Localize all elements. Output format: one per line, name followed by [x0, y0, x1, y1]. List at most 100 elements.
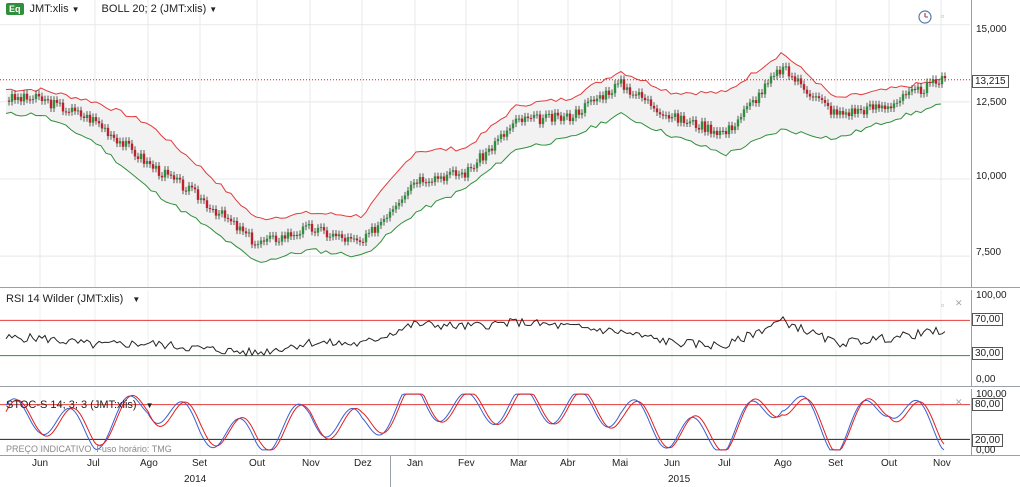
candle-body — [466, 167, 470, 178]
symbol-selector[interactable]: JMT:xlis ▼ — [30, 3, 80, 15]
stoch-low-label: 20,00 — [972, 434, 1004, 447]
candle-body — [634, 94, 638, 96]
candle-body — [415, 182, 419, 184]
month-label: Out — [881, 458, 898, 469]
candle-body — [73, 107, 77, 112]
candle-body — [697, 127, 701, 130]
candle-body — [613, 83, 617, 94]
candle-body — [205, 200, 209, 209]
candle-body — [214, 209, 218, 216]
candle-body — [379, 221, 383, 226]
candle-body — [286, 232, 290, 239]
candle-body — [892, 103, 896, 109]
maximize-icon[interactable]: ▫ — [941, 11, 945, 21]
candle-body — [109, 134, 113, 137]
maximize-icon[interactable]: ▫ — [941, 300, 945, 310]
close-icon[interactable]: ✕ — [955, 397, 963, 407]
candle-body — [829, 105, 833, 115]
candle-body — [709, 124, 713, 134]
candle-body — [799, 78, 803, 85]
candle-body — [145, 161, 149, 164]
candle-body — [655, 108, 659, 113]
stoch-header[interactable]: STOC-S 14; 3; 3 (JMT:xlis) ▼ — [6, 399, 154, 411]
candle-body — [874, 104, 878, 110]
rsi-header[interactable]: RSI 14 Wilder (JMT:xlis) ▼ — [6, 293, 140, 305]
candle-body — [13, 94, 17, 101]
candle-body — [847, 112, 851, 117]
candle-body — [835, 109, 839, 115]
candle-body — [754, 100, 758, 104]
candle-body — [547, 113, 551, 115]
candle-body — [85, 114, 89, 119]
candle-body — [409, 184, 413, 191]
candle-body — [649, 99, 653, 106]
candle-body — [514, 118, 518, 124]
candle-body — [88, 114, 92, 123]
candle-body — [469, 167, 473, 169]
candle-body — [97, 121, 101, 124]
candle-body — [643, 97, 647, 101]
rsi-oversold-label: 30,00 — [972, 347, 1004, 360]
candle-body — [607, 90, 611, 95]
chevron-down-icon: ▼ — [132, 294, 141, 304]
candle-body — [733, 126, 737, 131]
candle-body — [382, 218, 386, 222]
candle-body — [832, 109, 836, 115]
candle-body — [760, 92, 764, 95]
candle-body — [304, 225, 308, 227]
candle-body — [496, 138, 500, 142]
candle-body — [403, 195, 407, 200]
candle-body — [808, 93, 812, 97]
candle-body — [193, 187, 197, 190]
candle-body — [118, 141, 122, 144]
candle-body — [640, 92, 644, 98]
candle-body — [280, 235, 284, 242]
rsi-title: RSI 14 Wilder (JMT:xlis) — [6, 293, 124, 305]
candle-body — [430, 181, 434, 183]
candle-body — [283, 235, 287, 239]
candle-body — [373, 226, 377, 233]
candle-body — [454, 170, 458, 176]
candle-body — [877, 104, 881, 109]
candle-body — [325, 230, 329, 238]
candle-body — [907, 91, 911, 96]
candle-body — [823, 99, 827, 103]
candle-body — [928, 82, 932, 84]
candle-body — [421, 177, 425, 183]
candle-body — [16, 97, 20, 101]
candle-body — [565, 113, 569, 117]
candle-body — [346, 237, 350, 242]
indicator-selector[interactable]: BOLL 20; 2 (JMT:xlis) ▼ — [102, 3, 218, 15]
close-icon[interactable]: ✕ — [955, 298, 963, 308]
candle-body — [763, 83, 767, 95]
candle-body — [868, 104, 872, 107]
candle-body — [115, 137, 119, 144]
candle-body — [631, 94, 635, 96]
maximize-icon[interactable]: ▫ — [941, 399, 945, 409]
indicative-label: PREÇO INDICATIVO — [6, 444, 92, 454]
upper-band-line — [5, 52, 942, 221]
month-label: Fev — [458, 458, 475, 469]
candle-body — [334, 233, 338, 237]
month-label: Ago — [140, 458, 158, 469]
candle-body — [535, 114, 539, 116]
clock-icon[interactable] — [918, 10, 932, 24]
candle-body — [400, 199, 404, 203]
candle-body — [859, 108, 863, 111]
candle-body — [340, 234, 344, 238]
rsi-tick: 100,00 — [976, 290, 1007, 301]
candle-body — [913, 88, 917, 90]
rsi-panel: RSI 14 Wilder (JMT:xlis) ▼ ▫ ✕ 100,00 70,… — [0, 290, 1020, 387]
candle-body — [748, 102, 752, 107]
month-label: Nov — [302, 458, 320, 469]
candle-body — [679, 115, 683, 123]
candle-body — [472, 168, 476, 170]
month-label: Jun — [32, 458, 49, 469]
candle-body — [235, 220, 239, 231]
candle-body — [337, 234, 341, 237]
timezone-label: Fuso horário: TMG — [96, 444, 172, 454]
month-label: Abr — [560, 458, 576, 469]
candle-body — [223, 210, 227, 218]
candle-body — [31, 98, 35, 101]
candle-body — [130, 143, 134, 150]
